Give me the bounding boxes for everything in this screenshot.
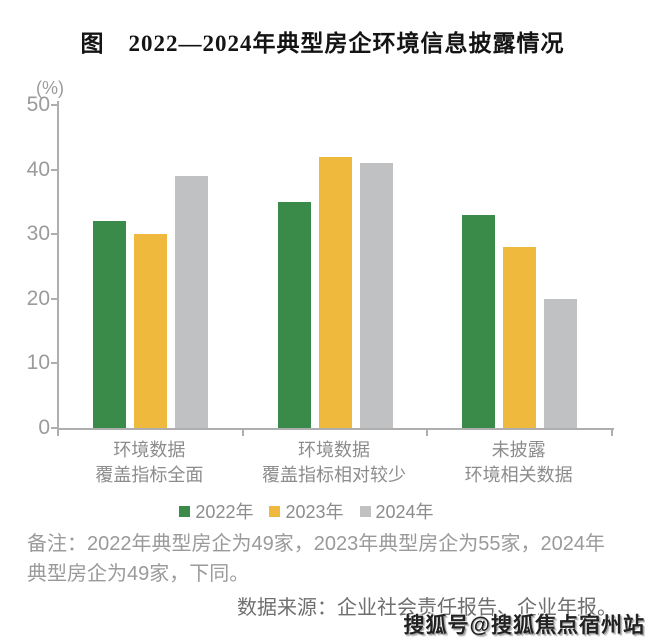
y-axis-unit-label: (%) [36, 78, 64, 98]
y-tick-mark-20 [51, 297, 58, 300]
chart-title: 图 2022—2024年典型房企环境信息披露情况 [80, 31, 565, 56]
legend-swatch-icon [359, 505, 371, 517]
y-tick-label-50: 50 [26, 93, 50, 116]
y-tick-mark-10 [51, 362, 58, 365]
x-tick-mark-0 [57, 429, 59, 436]
x-tick-mark-3 [611, 429, 613, 436]
chart-legend: 2022年 2023年 2024年 [0, 498, 629, 524]
x-tick-mark-2 [426, 429, 429, 436]
bar-2023年-group2 [318, 156, 352, 428]
legend-swatch-icon [269, 505, 281, 517]
y-tick-mark-50 [51, 104, 58, 106]
legend-item-2024年: 2024年 [359, 498, 434, 524]
category-label-1: 环境数据 覆盖指标全面 [95, 440, 204, 485]
footnote-text: 备注：2022年典型房企为49家，2023年典型房企为55家，2024年典型房企… [27, 533, 605, 585]
y-axis-line [57, 101, 59, 430]
bar-2024年-group3 [544, 298, 578, 428]
legend-swatch-icon [179, 505, 191, 517]
legend-label: 2022年 [195, 502, 254, 522]
bar-2022年-group1 [92, 221, 126, 428]
bar-chart: 0 10 20 30 40 50 环境数据 覆盖指标全面 环境数据 覆盖指标相对较少 未披露 环… [26, 93, 614, 485]
y-tick-mark-30 [51, 233, 58, 236]
y-tick-mark-40 [51, 168, 58, 171]
x-tick-mark-1 [241, 429, 244, 436]
y-tick-label-20: 20 [26, 286, 50, 310]
data-source-text: 数据来源：企业社会责任报告、企业年报。 [237, 597, 617, 619]
y-tick-label-0: 0 [38, 416, 50, 439]
bar-2023年-group1 [133, 234, 167, 428]
y-tick-label-30: 30 [26, 222, 50, 246]
y-tick-label-40: 40 [26, 157, 50, 181]
category-label-2: 环境数据 覆盖指标相对较少 [261, 440, 406, 485]
legend-label: 2024年 [375, 502, 434, 522]
watermark-text: 搜狐号@搜狐焦点宿州站 [403, 614, 645, 637]
x-axis-line [57, 428, 614, 430]
bar-2022年-group3 [462, 214, 496, 428]
bar-2022年-group2 [277, 201, 311, 428]
bar-2023年-group3 [503, 247, 537, 428]
y-tick-label-10: 10 [26, 351, 50, 375]
y-tick-mark-0 [51, 427, 58, 429]
legend-item-2023年: 2023年 [269, 498, 344, 524]
legend-item-2022年: 2022年 [179, 498, 253, 524]
bar-2024年-group2 [359, 163, 393, 428]
bar-2024年-group1 [174, 176, 208, 428]
legend-label: 2023年 [285, 502, 344, 522]
category-label-3: 未披露 环境相关数据 [464, 440, 573, 485]
